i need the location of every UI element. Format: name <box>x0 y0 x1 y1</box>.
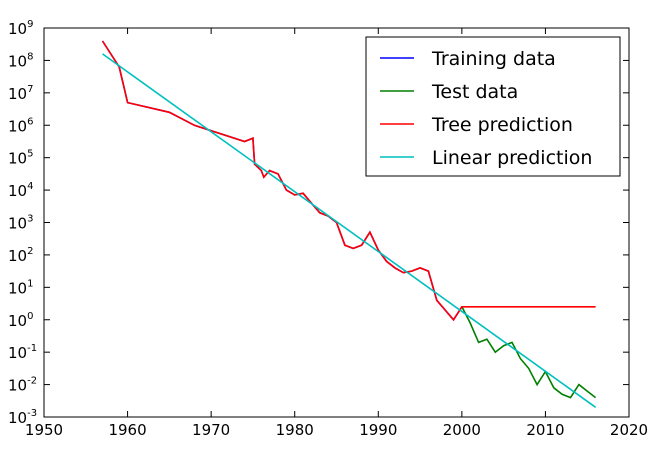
legend-label-tree-prediction: Tree prediction <box>431 114 573 136</box>
x-tick-label: 1980 <box>276 421 314 439</box>
y-tick-label: 103 <box>8 214 33 233</box>
series-layer <box>101 40 597 408</box>
y-tick-label: 102 <box>8 246 33 265</box>
y-tick-label: 108 <box>8 51 33 70</box>
legend: Training data Test data Tree prediction Lin… <box>365 36 621 177</box>
y-tick-label: 105 <box>8 149 33 168</box>
y-tick-label: 10-2 <box>8 376 37 395</box>
x-tick-label: 1960 <box>108 421 146 439</box>
legend-label-training-data: Training data <box>431 48 556 70</box>
y-tick-label: 10-3 <box>8 408 37 427</box>
legend-label-linear-prediction: Linear prediction <box>432 147 592 169</box>
y-tick-label: 106 <box>8 116 33 135</box>
y-tick-label: 109 <box>8 19 33 38</box>
y-tick-label: 100 <box>8 311 33 330</box>
x-tick-label: 2000 <box>443 421 481 439</box>
x-tick-label: 1990 <box>359 421 397 439</box>
series-line-linear-prediction <box>102 53 597 408</box>
y-tick-label: 104 <box>8 181 33 200</box>
x-tick-label: 1950 <box>25 421 63 439</box>
y-tick-label: 101 <box>8 278 33 297</box>
y-tick-label: 10-1 <box>8 343 37 362</box>
x-tick-label: 2020 <box>610 421 648 439</box>
legend-box <box>365 36 621 177</box>
tick-layer: 1950 1960 1970 1980 1990 2000 2010 2020 10-3 10-2… <box>8 19 648 439</box>
x-tick-label: 2010 <box>526 421 564 439</box>
y-tick-label: 107 <box>8 84 33 103</box>
x-tick-label: 1970 <box>192 421 230 439</box>
series-line-test-data <box>461 306 597 399</box>
legend-label-test-data: Test data <box>431 81 518 103</box>
